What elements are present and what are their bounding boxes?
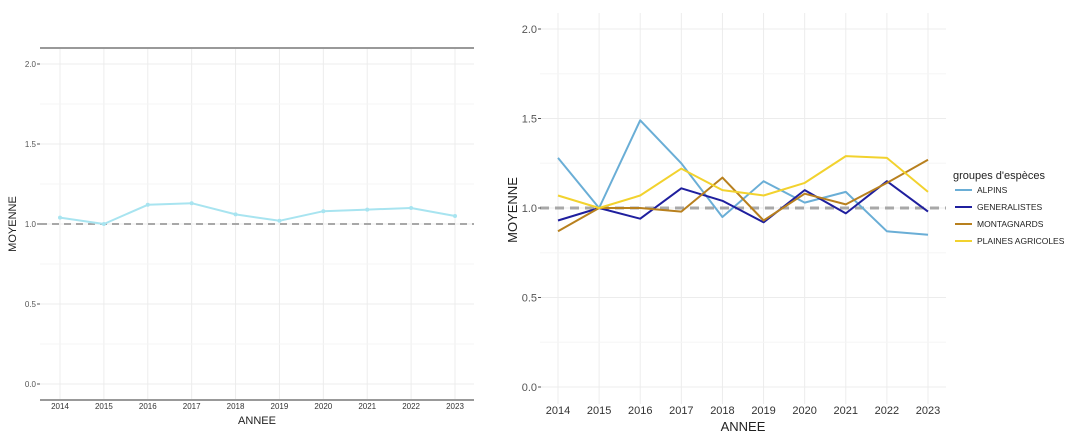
left-series-point-0-7 [365,207,370,212]
right-x-ticks: 2014 2015 2016 2017 2018 2019 2020 2021 2022 2023 [546,405,940,417]
left-series-point-0-2 [145,202,150,207]
left-x-tick-label-2: 2016 [139,402,157,411]
left-y-tick-label-1: 0.5 [25,300,37,309]
left-series-point-0-6 [321,209,326,214]
right-x-tick-label-9: 2023 [916,405,940,417]
left-series-group [58,201,457,226]
left-x-tick-label-3: 2017 [183,402,201,411]
right-y-ticks: 0.0 0.5 1.0 1.5 2.0 [522,24,541,394]
right-y-axis-label: MOYENNE [505,177,520,243]
right-x-tick-label-4: 2018 [710,405,734,417]
right-y-tick-label-3: 1.5 [522,113,537,125]
left-y-tick-label-4: 2.0 [25,60,37,69]
right-y-tick-label-1: 0.5 [522,292,537,304]
right-x-tick-label-5: 2019 [751,405,775,417]
right-series-group [557,119,929,236]
legend-items: ALPINS GENERALISTES MONTAGNARDS PLAINES AGR… [955,185,1065,246]
left-x-tick-label-4: 2018 [227,402,245,411]
left-x-tick-label-7: 2021 [358,402,376,411]
left-x-tick-label-8: 2022 [402,402,420,411]
legend-label-0: ALPINS [977,185,1008,195]
left-y-tick-label-0: 0.0 [25,380,37,389]
right-chart: 0.0 0.5 1.0 1.5 2.0 2014 2015 2016 2017 2018 2019… [505,13,1065,434]
left-series-point-0-8 [409,206,414,210]
legend-label-2: MONTAGNARDS [977,219,1044,229]
left-y-tick-label-2: 1.0 [25,220,37,229]
legend-title: groupes d'espèces [953,170,1045,182]
right-x-axis-label: ANNEE [721,419,766,434]
left-x-tick-label-5: 2019 [271,402,289,411]
left-series-point-0-1 [101,222,106,226]
right-x-tick-label-3: 2017 [669,405,693,417]
left-x-tick-label-1: 2015 [95,402,113,411]
left-y-tick-label-3: 1.5 [25,140,37,149]
left-y-axis-label: MOYENNE [7,196,19,252]
right-y-tick-label-4: 2.0 [522,24,537,36]
right-y-tick-label-2: 1.0 [522,203,537,215]
left-series-point-0-0 [58,215,62,220]
left-series-point-0-4 [233,212,238,217]
right-x-tick-label-6: 2020 [792,405,816,417]
left-x-ticks: 2014 2015 2016 2017 2018 2019 2020 2021 2022 2023 [51,402,464,411]
left-series-point-0-3 [189,201,194,206]
left-grid [40,49,474,399]
right-series-line-2 [557,158,929,233]
right-x-tick-label-2: 2016 [628,405,652,417]
legend-label-1: GENERALISTES [977,202,1043,212]
right-x-tick-label-1: 2015 [587,405,611,417]
left-x-tick-label-0: 2014 [51,402,69,411]
right-x-tick-label-8: 2022 [875,405,899,417]
legend: groupes d'espèces ALPINS GENERALISTES MONT… [953,170,1065,246]
right-series-line-3 [557,155,929,209]
left-x-tick-label-9: 2023 [446,402,464,411]
left-chart: 0.0 0.5 1.0 1.5 2.0 2014 2015 2016 2017 2018 2019… [7,47,474,427]
left-series-point-0-5 [277,218,282,223]
left-x-axis-label: ANNEE [238,415,276,427]
left-series-line-0 [59,202,456,225]
right-x-tick-label-7: 2021 [834,405,858,417]
right-series-line-1 [557,180,929,224]
left-series-point-0-9 [453,214,457,218]
legend-label-3: PLAINES AGRICOLES [977,236,1065,246]
left-x-tick-label-6: 2020 [314,402,332,411]
left-y-ticks: 0.0 0.5 1.0 1.5 2.0 [25,60,40,389]
right-y-tick-label-0: 0.0 [522,382,537,394]
right-x-tick-label-0: 2014 [546,405,570,417]
